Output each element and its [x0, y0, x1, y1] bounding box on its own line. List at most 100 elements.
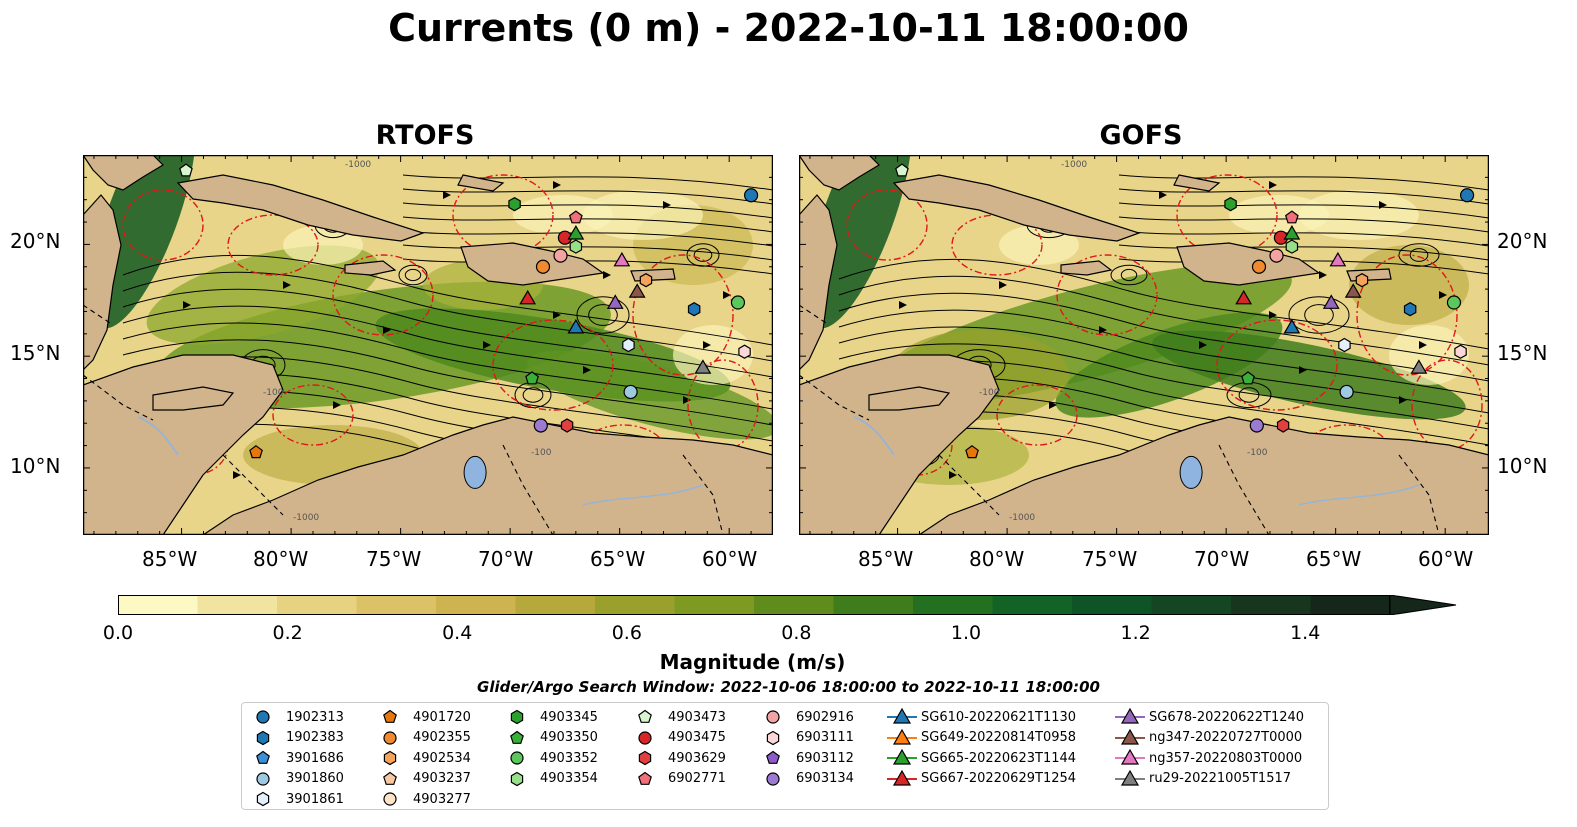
- colorbar-tick-label: 0.4: [442, 622, 473, 644]
- y-tick-label-right: 15°N: [1497, 341, 1548, 365]
- colorbar-segment: [1151, 595, 1232, 615]
- legend-item: 6903134: [766, 769, 854, 790]
- colorbar-tick-label: 0.0: [102, 622, 134, 644]
- y-tick-label-right: 10°N: [1497, 454, 1548, 478]
- legend-item: 4903473: [638, 707, 726, 728]
- argo-float-marker: [179, 163, 193, 177]
- legend-item: 4903475: [638, 728, 726, 749]
- glider-marker: [519, 289, 537, 305]
- legend-marker-icon: [256, 751, 270, 765]
- legend-label: 6902916: [796, 709, 854, 725]
- colorbar-segment: [992, 595, 1073, 615]
- glider-marker: [1283, 224, 1301, 240]
- legend-item: 4903629: [638, 748, 726, 769]
- glider-marker: [1235, 289, 1253, 305]
- argo-float-marker: [738, 344, 751, 359]
- argo-float-marker: [1338, 337, 1351, 353]
- legend-column: 1902313 1902383 3901686 3901860 3901861: [256, 707, 344, 810]
- x-tick-label: 65°W: [590, 547, 646, 571]
- argo-float-marker: [568, 210, 583, 224]
- legend-item: 4903354: [510, 769, 598, 790]
- legend-item: ng347-20220727T0000: [1115, 728, 1304, 749]
- legend-item: 4902534: [383, 748, 471, 769]
- legend-label: 4903237: [413, 771, 471, 787]
- legend-item: 6902916: [766, 707, 854, 728]
- argo-float-marker: [569, 239, 583, 254]
- glider-marker: [606, 294, 624, 309]
- rtofs-map: -1000 -100 -1000 -100: [83, 155, 773, 535]
- legend-marker-icon: [766, 772, 780, 786]
- y-tick-label-left: 10°N: [10, 454, 61, 478]
- colorbar-segment: [277, 595, 357, 615]
- legend-marker-icon: [887, 708, 917, 724]
- legend-label: 3901861: [286, 791, 344, 807]
- legend-marker-icon: [638, 771, 652, 785]
- legend-label: 3901860: [286, 771, 344, 787]
- legend-label: 6902771: [668, 771, 726, 787]
- legend-marker-icon: [510, 751, 524, 765]
- colorbar-segment: [913, 595, 993, 615]
- legend-item: 4903352: [510, 748, 598, 769]
- legend-marker-icon: [638, 751, 652, 766]
- x-tick-label: 85°W: [142, 547, 198, 571]
- legend-label: SG649-20220814T0958: [921, 730, 1077, 746]
- legend-marker-icon: [1115, 749, 1145, 765]
- legend-label: 4903629: [668, 750, 726, 766]
- legend-marker-icon: [256, 730, 270, 745]
- legend-label: ng347-20220727T0000: [1149, 730, 1303, 746]
- colorbar-segment: [356, 595, 437, 615]
- legend-column: SG678-20220622T1240 ng347-20220727T0000 ng…: [1115, 707, 1304, 789]
- bathymetry-contour-label: -1000: [293, 513, 319, 523]
- colorbar-tick-label: 0.8: [781, 622, 812, 644]
- x-tick-label: 85°W: [858, 547, 914, 571]
- legend: 1902313 1902383 3901686 3901860 3901861 49017…: [241, 702, 1329, 810]
- legend-marker-icon: [766, 730, 780, 745]
- argo-float-marker: [1251, 259, 1267, 274]
- panel-title-rtofs: RTOFS: [375, 120, 475, 151]
- bathymetry-contour-label: -1000: [1009, 513, 1035, 523]
- legend-item: 4903345: [510, 707, 598, 728]
- legend-label: 1902383: [286, 730, 344, 746]
- legend-marker-icon: [383, 771, 397, 785]
- legend-label: 4903345: [540, 709, 598, 725]
- x-tick-label: 80°W: [253, 547, 309, 571]
- argo-float-marker: [743, 188, 759, 203]
- argo-float-marker: [1285, 239, 1299, 254]
- legend-item: 1902313: [256, 707, 344, 728]
- legend-item: 1902383: [256, 728, 344, 749]
- legend-item: 4903277: [383, 789, 471, 810]
- argo-float-marker: [1446, 295, 1462, 310]
- argo-float-marker: [895, 163, 909, 177]
- argo-float-marker: [533, 418, 548, 433]
- glider-marker: [694, 359, 712, 374]
- legend-item: 4903350: [510, 728, 598, 749]
- legend-item: 4902355: [383, 728, 471, 749]
- legend-label: ru29-20221005T1517: [1149, 771, 1292, 787]
- legend-item: ng357-20220803T0000: [1115, 748, 1304, 769]
- legend-marker-icon: [510, 710, 524, 725]
- legend-item: SG610-20220621T1130: [887, 707, 1076, 728]
- legend-label: 4903352: [540, 750, 598, 766]
- legend-label: 4902355: [413, 730, 471, 746]
- argo-float-marker: [730, 295, 746, 310]
- legend-label: 4901720: [413, 709, 471, 725]
- legend-marker-icon: [1115, 728, 1145, 745]
- legend-label: 1902313: [286, 709, 344, 725]
- legend-item: SG667-20220629T1254: [887, 769, 1076, 790]
- legend-label: 4903350: [540, 730, 598, 746]
- legend-marker-icon: [383, 751, 397, 766]
- colorbar-tick-label: 1.2: [1120, 622, 1151, 644]
- colorbar-tick-label: 0.2: [272, 622, 303, 644]
- colorbar-segment: [833, 595, 914, 615]
- legend-column: 4901720 4902355 4902534 4903237 4903277: [383, 707, 471, 810]
- x-tick-label: 70°W: [478, 547, 534, 571]
- legend-marker-icon: [887, 728, 917, 745]
- x-tick-label: 60°W: [1418, 547, 1474, 571]
- legend-label: ng357-20220803T0000: [1149, 750, 1303, 766]
- legend-item: 4903237: [383, 769, 471, 790]
- legend-label: 6903111: [796, 730, 854, 746]
- legend-marker-icon: [638, 710, 652, 724]
- glider-marker: [1322, 294, 1340, 309]
- bathymetry-contour-label: -1000: [1061, 160, 1087, 170]
- colorbar-segment: [118, 595, 198, 615]
